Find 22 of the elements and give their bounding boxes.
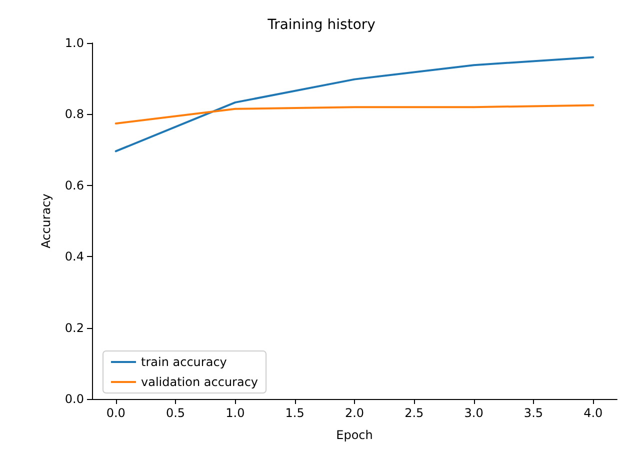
x-tick-label: 1.5 — [285, 406, 304, 420]
x-tick-label: 3.5 — [524, 406, 544, 420]
y-tick-label: 0.8 — [64, 107, 84, 122]
line-series — [114, 104, 594, 124]
legend-label: validation accuracy — [141, 375, 258, 389]
x-axis-title: Epoch — [336, 428, 373, 442]
x-tick-label: 1.0 — [226, 406, 245, 420]
x-tick-label: 0.0 — [106, 406, 126, 420]
chart-title: Training history — [266, 17, 376, 33]
y-tick-label: 0.2 — [64, 320, 84, 335]
x-tick-label: 2.5 — [404, 406, 424, 420]
y-tick-label: 0.4 — [64, 250, 84, 264]
x-tick-label: 2.0 — [344, 406, 364, 420]
legend-label: train accuracy — [141, 355, 227, 369]
y-tick-label: 0.0 — [64, 392, 84, 406]
y-tick-label: 0.6 — [64, 178, 84, 192]
y-axis-title: Accuracy — [39, 194, 53, 248]
x-tick-label: 4.0 — [584, 406, 603, 420]
x-tick-label: 3.0 — [464, 406, 484, 420]
y-tick-label: 1.0 — [64, 36, 84, 50]
line-series — [114, 56, 594, 152]
x-tick-label: 0.5 — [166, 406, 186, 420]
